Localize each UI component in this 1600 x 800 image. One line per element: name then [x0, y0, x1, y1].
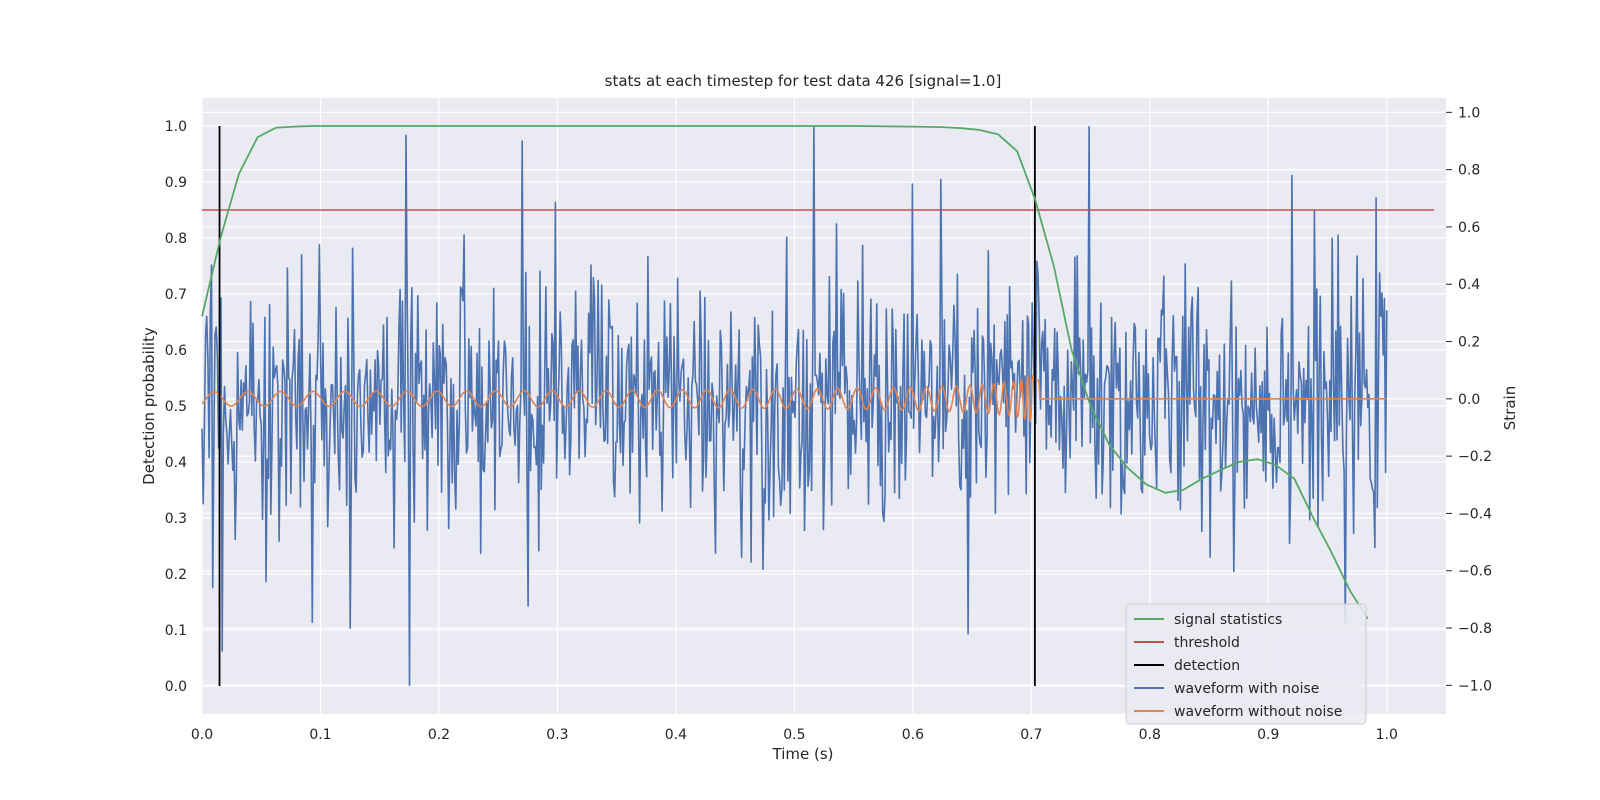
- y2-tick-label: 0.0: [1458, 392, 1480, 408]
- y-tick-label: 0.6: [165, 343, 187, 359]
- y2-tick-label: 0.4: [1458, 277, 1480, 293]
- x-tick-label: 0.0: [191, 727, 213, 743]
- y2-tick-label: 0.2: [1458, 335, 1480, 351]
- legend-label: waveform with noise: [1174, 681, 1319, 697]
- legend-label: detection: [1174, 658, 1240, 674]
- x-axis-label: Time (s): [772, 745, 834, 763]
- x-tick-label: 0.6: [902, 727, 924, 743]
- y2-tick-label: −0.4: [1458, 506, 1492, 522]
- y-tick-label: 0.8: [165, 231, 187, 247]
- x-tick-label: 0.3: [546, 727, 568, 743]
- waveform-with-noise-line: [201, 125, 1388, 687]
- waveform-without-noise-line: [201, 373, 1387, 422]
- legend-label: threshold: [1174, 635, 1240, 651]
- legend-label: signal statistics: [1174, 612, 1282, 628]
- x-tick-label: 0.5: [783, 727, 805, 743]
- y-axis-label: Detection probability: [140, 327, 158, 485]
- y2-tick-label: −0.6: [1458, 564, 1492, 580]
- x-tick-label: 0.2: [428, 727, 450, 743]
- legend-label: waveform without noise: [1174, 704, 1342, 720]
- y-tick-label: 0.0: [165, 679, 187, 695]
- x-tick-label: 0.8: [1139, 727, 1161, 743]
- y2-tick-label: 0.8: [1458, 163, 1480, 179]
- x-tick-label: 0.4: [665, 727, 687, 743]
- y-tick-label: 0.3: [165, 511, 187, 527]
- y2-tick-label: 0.6: [1458, 220, 1480, 236]
- y2-tick-label: −1.0: [1458, 678, 1492, 694]
- x-tick-label: 0.1: [309, 727, 331, 743]
- y-tick-label: 0.7: [165, 287, 187, 303]
- x-tick-label: 0.9: [1257, 727, 1279, 743]
- y-tick-label: 0.1: [165, 623, 187, 639]
- y-tick-label: 0.5: [165, 399, 187, 415]
- legend: signal statistics threshold detection wavef…: [1125, 603, 1367, 725]
- y-tick-label: 0.9: [165, 175, 187, 191]
- y2-tick-label: −0.8: [1458, 621, 1492, 637]
- y-tick-label: 0.4: [165, 455, 187, 471]
- y2-tick-label: 1.0: [1458, 105, 1480, 121]
- x-tick-label: 1.0: [1376, 727, 1398, 743]
- y-tick-label: 0.2: [165, 567, 187, 583]
- legend-box: [1125, 603, 1367, 725]
- y2-tick-label: −0.2: [1458, 449, 1492, 465]
- y-tick-label: 1.0: [165, 119, 187, 135]
- signal-statistics-line: [201, 125, 1369, 620]
- y2-axis-label: Strain: [1501, 386, 1519, 430]
- chart-title: stats at each timestep for test data 426…: [605, 72, 1002, 90]
- x-tick-label: 0.7: [1020, 727, 1042, 743]
